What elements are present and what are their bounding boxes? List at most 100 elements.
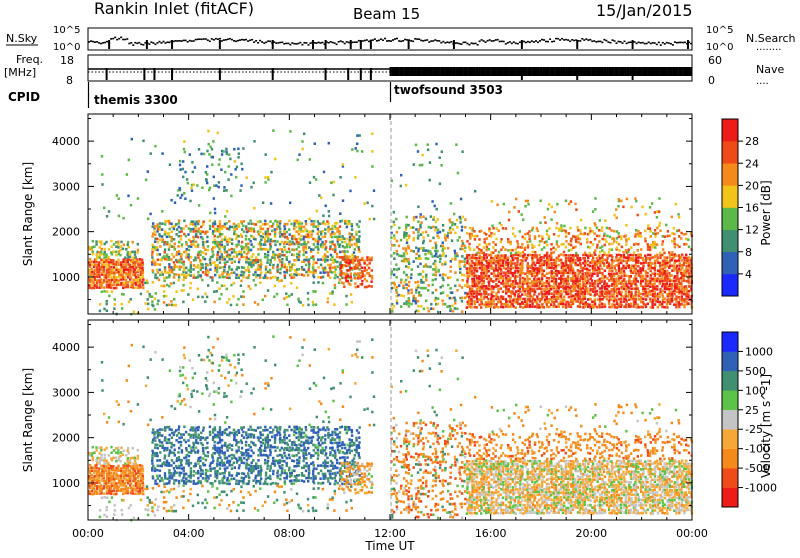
power-cell <box>173 228 175 231</box>
power-cell <box>519 306 521 309</box>
power-cell <box>413 163 415 166</box>
power-cell <box>288 263 290 266</box>
power-cell <box>450 202 452 205</box>
power-cell <box>100 286 102 289</box>
noise-sample <box>509 41 511 43</box>
power-cell <box>577 285 579 288</box>
noise-sample <box>660 44 662 46</box>
power-cell <box>510 295 512 298</box>
power-cell <box>344 241 346 244</box>
power-cell <box>481 266 483 269</box>
power-cell <box>611 275 613 278</box>
power-cell <box>661 264 663 267</box>
power-cell <box>638 295 640 298</box>
power-cell <box>617 275 619 278</box>
noise-sample <box>344 43 346 45</box>
power-cell <box>313 261 315 264</box>
power-cell <box>581 269 583 272</box>
power-cell <box>490 298 492 301</box>
power-cell <box>216 256 218 259</box>
power-cell <box>245 269 247 272</box>
power-cell <box>230 173 232 176</box>
power-cell <box>522 236 524 239</box>
power-cell <box>149 293 151 296</box>
noise-sample <box>227 39 229 41</box>
power-cell <box>190 282 192 285</box>
power-cell <box>183 263 185 266</box>
power-cell <box>570 238 572 241</box>
power-cell <box>134 274 136 277</box>
power-cell <box>226 301 228 304</box>
power-cell <box>285 292 287 295</box>
power-cell <box>303 268 305 271</box>
power-cell <box>319 271 321 274</box>
power-cell <box>231 251 233 254</box>
power-cell <box>500 254 502 257</box>
power-cell <box>213 197 215 200</box>
power-cell <box>100 243 102 246</box>
power-cell <box>134 287 136 290</box>
power-cell <box>328 142 330 145</box>
power-cell <box>664 288 666 291</box>
power-cell <box>680 285 682 288</box>
power-cell <box>96 281 98 284</box>
power-cell <box>308 258 310 261</box>
power-cell <box>185 271 187 274</box>
power-cell <box>358 238 360 241</box>
power-cell <box>490 272 492 275</box>
power-cell <box>262 201 264 204</box>
power-cell <box>369 262 371 265</box>
noise-sample <box>386 40 388 42</box>
power-cell <box>250 222 252 225</box>
power-cell <box>267 228 269 231</box>
power-cell <box>393 221 395 224</box>
power-cell <box>209 228 211 231</box>
noise-sample <box>398 40 400 42</box>
power-cell <box>451 239 453 242</box>
power-cell <box>415 144 417 147</box>
freq-label: Freq. <box>16 53 43 66</box>
power-cell <box>645 261 647 264</box>
noise-sample <box>336 44 338 46</box>
power-cell <box>625 260 627 263</box>
power-cell <box>408 305 410 308</box>
power-cell <box>495 283 497 286</box>
power-cell <box>555 280 557 283</box>
power-cell <box>565 266 567 269</box>
noise-sample <box>531 40 533 42</box>
power-cell <box>514 235 516 238</box>
power-cell <box>402 247 404 250</box>
power-cell <box>341 237 343 240</box>
power-cell <box>540 291 542 294</box>
power-cell <box>274 240 276 243</box>
power-cell <box>451 291 453 294</box>
noise-sample <box>275 42 277 44</box>
power-cell <box>451 258 453 261</box>
power-cell <box>253 207 255 210</box>
power-cell <box>543 288 545 291</box>
power-cell <box>242 225 244 228</box>
power-cell <box>577 269 579 272</box>
power-cell <box>473 280 475 283</box>
power-cell <box>480 295 482 298</box>
power-cell <box>599 251 601 254</box>
power-cell <box>255 269 257 272</box>
power-cell <box>541 235 543 238</box>
power-cell <box>429 240 431 243</box>
power-cell <box>577 229 579 232</box>
power-cell <box>584 252 586 255</box>
power-cell <box>351 148 353 151</box>
power-cell <box>651 301 653 304</box>
power-cell <box>461 300 463 303</box>
noise-gap-marker <box>370 40 372 49</box>
power-cell <box>642 257 644 260</box>
noise-sample <box>175 40 177 42</box>
power-cell <box>159 269 161 272</box>
power-cell <box>473 230 475 233</box>
noise-gap-marker <box>576 40 578 49</box>
power-cell <box>526 257 528 260</box>
power-cell <box>603 251 605 254</box>
power-cell <box>405 287 407 290</box>
power-cell <box>536 306 538 309</box>
